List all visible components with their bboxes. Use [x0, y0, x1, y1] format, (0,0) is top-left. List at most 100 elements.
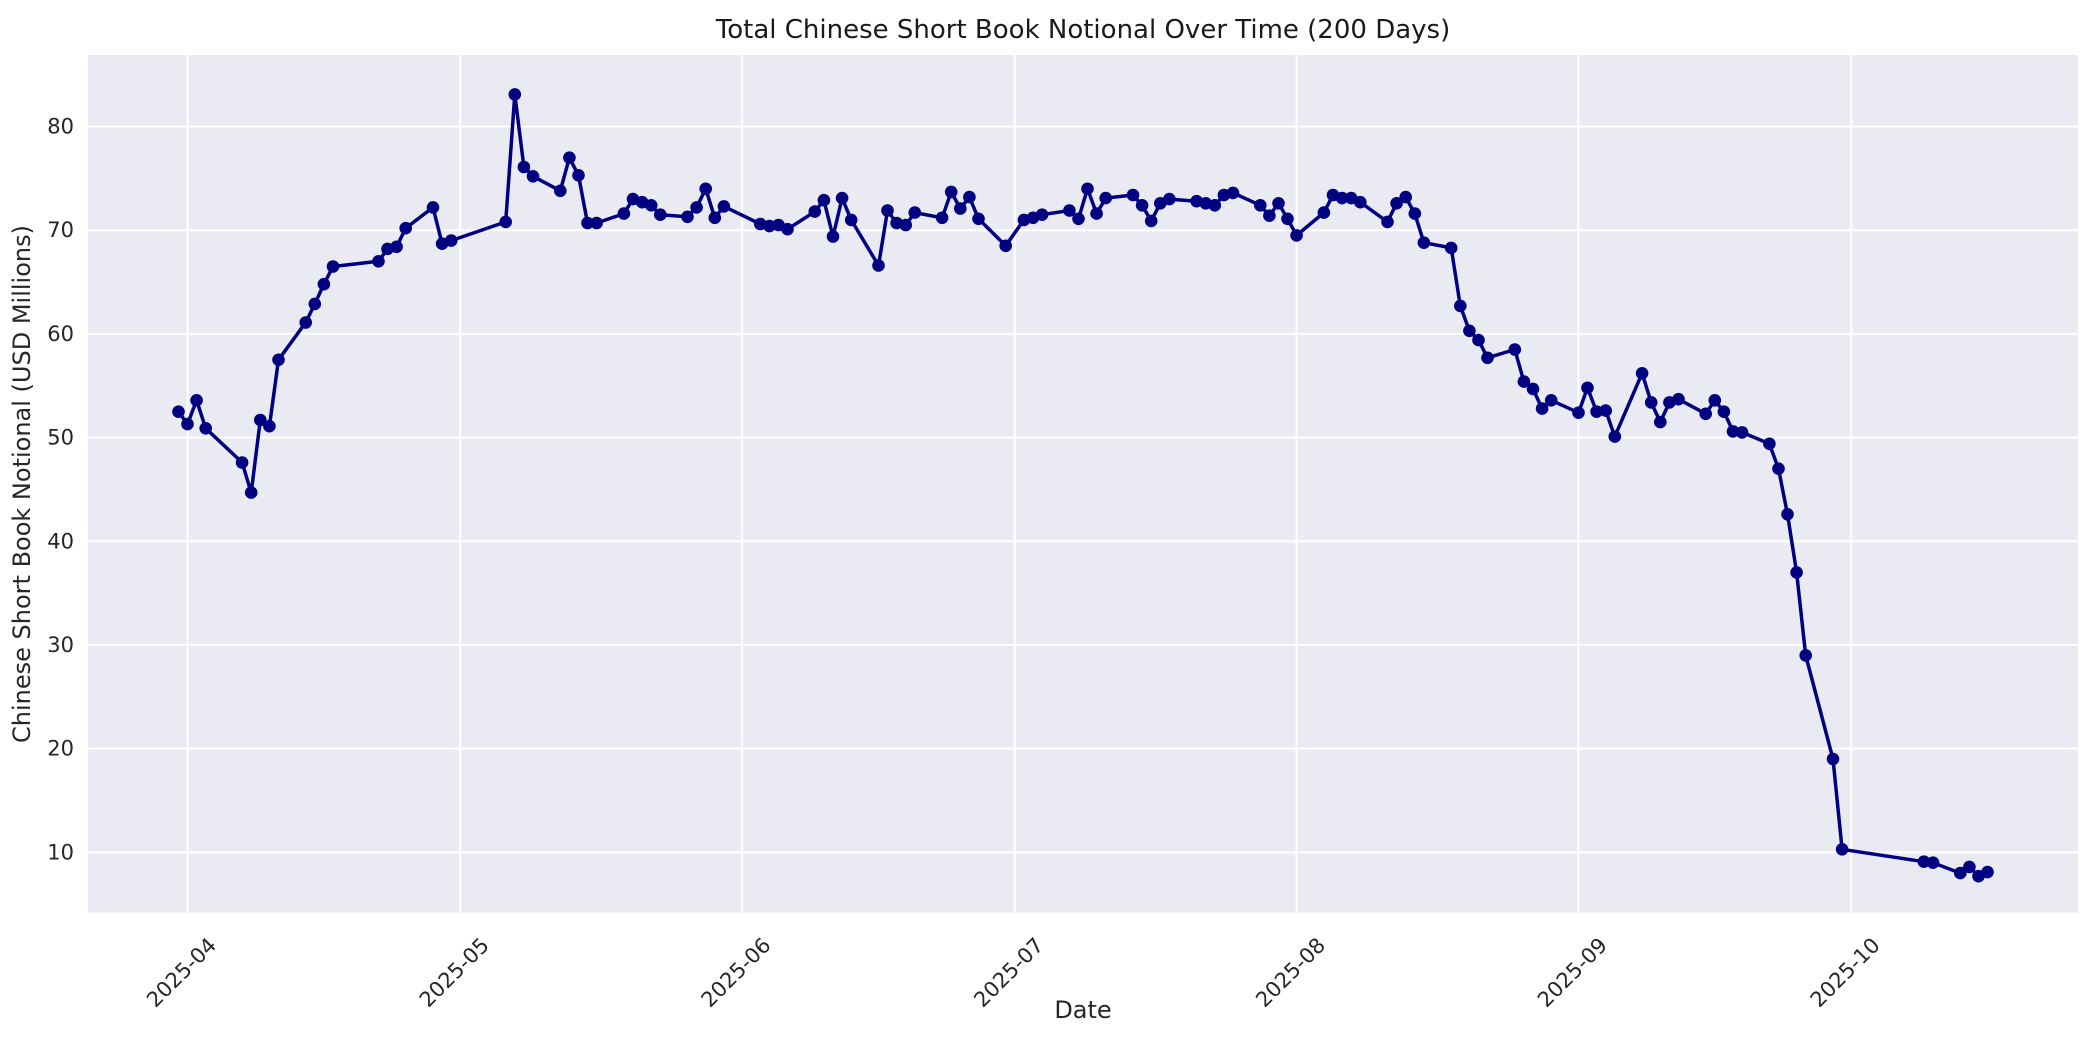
data-point: [172, 405, 185, 419]
data-point: [572, 169, 585, 182]
data-point: [1335, 191, 1349, 205]
data-point: [1481, 351, 1494, 365]
data-point: [581, 216, 594, 230]
data-point: [426, 201, 440, 214]
data-point: [272, 353, 285, 367]
data-point: [817, 193, 831, 207]
data-point: [881, 204, 894, 217]
data-line: [176, 92, 1990, 878]
data-point: [590, 216, 603, 230]
data-point: [1354, 195, 1367, 209]
data-point: [517, 160, 531, 174]
data-point: [1526, 382, 1540, 396]
data-point: [1508, 343, 1522, 356]
data-point: [181, 417, 194, 431]
data-point: [717, 200, 731, 213]
data-point: [935, 211, 949, 225]
data-point: [444, 234, 458, 247]
data-point: [808, 205, 822, 218]
data-point: [1454, 299, 1467, 313]
data-point: [699, 182, 712, 196]
x-tick-label: 2025-06: [697, 933, 776, 1012]
data-point: [1444, 241, 1458, 255]
data-point: [1472, 333, 1485, 347]
data-point: [1917, 855, 1931, 868]
data-point: [1208, 199, 1222, 212]
plot-background: [88, 55, 2078, 913]
y-tick-label: 80: [47, 115, 74, 139]
data-point: [944, 185, 958, 199]
chart-title: Total Chinese Short Book Notional Over T…: [715, 15, 1450, 45]
data-point: [954, 202, 967, 215]
data-point: [781, 222, 794, 236]
data-point: [1717, 405, 1731, 419]
data-point: [1772, 462, 1785, 476]
data-point: [1781, 508, 1794, 521]
x-tick-labels: 2025-04 2025-05 2025-06 2025-07 2025-08 2025-…: [142, 933, 1885, 1012]
data-point: [1735, 426, 1749, 439]
data-point: [1317, 206, 1331, 219]
data-point: [708, 211, 722, 225]
data-point: [1463, 324, 1476, 338]
data-point: [1381, 215, 1394, 229]
data-point: [1144, 214, 1158, 228]
data-point: [826, 230, 840, 243]
gridlines: [88, 55, 2078, 913]
data-point: [617, 207, 631, 220]
data-point: [1099, 191, 1112, 205]
data-point: [1608, 430, 1622, 443]
data-point: [1263, 209, 1276, 222]
data-point: [1281, 212, 1294, 226]
data-point: [1635, 367, 1649, 380]
data-point: [1090, 207, 1103, 220]
data-point: [1517, 375, 1531, 388]
data-point: [872, 259, 885, 272]
data-point: [244, 486, 258, 499]
y-tick-labels: 10 20 30 40 50 60 70 80: [47, 115, 74, 865]
x-tick-label: 2025-07: [969, 933, 1048, 1012]
data-point: [999, 239, 1012, 253]
data-point: [1081, 182, 1094, 196]
data-point: [1126, 188, 1140, 202]
data-point: [1581, 381, 1594, 395]
data-point: [1726, 425, 1740, 438]
y-axis-label: Chinese Short Book Notional (USD Million…: [8, 225, 36, 743]
data-point: [1072, 212, 1085, 226]
y-tick-label: 20: [47, 737, 74, 761]
x-tick-label: 2025-05: [415, 933, 494, 1012]
data-point: [1063, 204, 1076, 217]
data-point: [1799, 649, 1812, 662]
data-point: [326, 260, 340, 273]
data-point: [372, 254, 385, 268]
data-point: [499, 215, 512, 229]
data-point: [1544, 394, 1558, 407]
data-point: [908, 206, 922, 219]
data-point: [253, 413, 267, 427]
data-point: [1272, 197, 1285, 210]
data-point: [390, 240, 403, 254]
data-point: [644, 199, 658, 212]
y-tick-label: 50: [47, 426, 74, 450]
data-point: [1035, 208, 1049, 221]
data-point: [1926, 856, 1940, 869]
x-tick-label: 2025-08: [1251, 933, 1330, 1012]
data-point: [1826, 752, 1840, 766]
data-point: [1644, 396, 1658, 409]
data-point: [308, 297, 322, 311]
data-point: [963, 190, 976, 204]
data-point: [299, 316, 313, 329]
data-point: [1254, 199, 1267, 212]
data-point: [1654, 415, 1667, 429]
data-point: [1390, 197, 1403, 210]
y-tick-label: 60: [47, 322, 74, 346]
data-point: [1535, 402, 1549, 415]
data-point: [1290, 229, 1303, 242]
y-tick-label: 10: [47, 840, 74, 864]
data-point: [1963, 860, 1976, 874]
x-tick-label: 2025-10: [1806, 933, 1885, 1012]
data-markers: [172, 88, 1994, 883]
data-point: [508, 88, 522, 101]
data-point: [554, 184, 567, 198]
